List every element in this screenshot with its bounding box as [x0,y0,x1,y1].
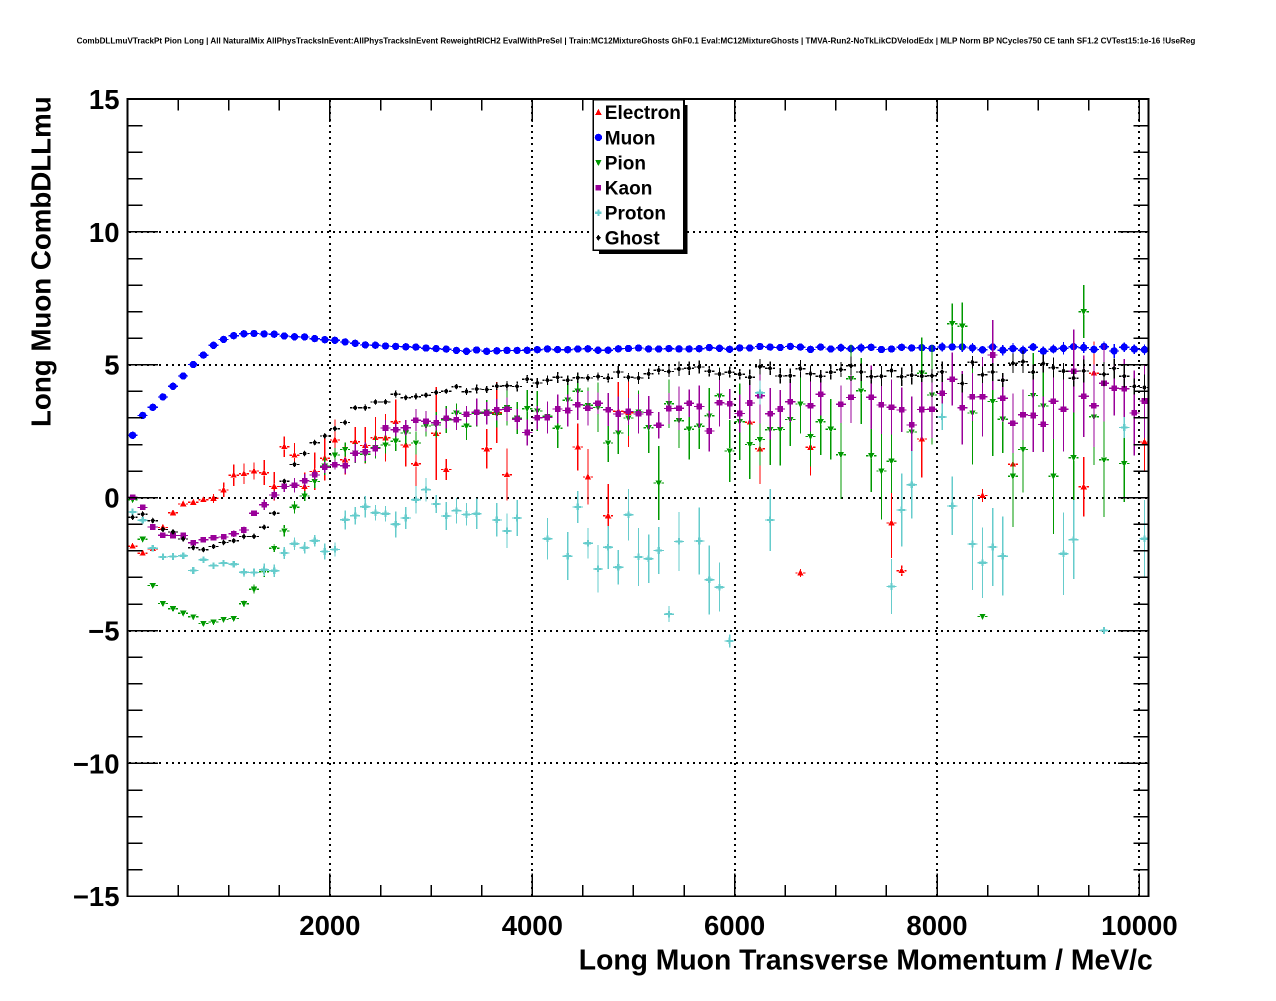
svg-text:6000: 6000 [704,910,765,941]
svg-text:Electron: Electron [605,103,681,124]
svg-text:10: 10 [89,217,120,248]
svg-text:10000: 10000 [1101,910,1177,941]
svg-text:Muon: Muon [605,128,656,149]
svg-text:15: 15 [89,84,120,115]
svg-text:Ghost: Ghost [605,229,661,250]
svg-text:−5: −5 [88,615,119,646]
svg-text:Pion: Pion [605,153,646,174]
svg-text:4000: 4000 [502,910,563,941]
svg-text:Kaon: Kaon [605,179,653,200]
svg-text:−10: −10 [73,748,120,779]
svg-text:Long Muon CombDLLmu: Long Muon CombDLLmu [26,96,57,427]
svg-text:−15: −15 [73,881,120,912]
svg-text:2000: 2000 [299,910,360,941]
svg-text:0: 0 [104,483,119,514]
svg-text:Long Muon Transverse Momentum: Long Muon Transverse Momentum / MeV/c [579,944,1153,976]
svg-text:Proton: Proton [605,204,666,225]
svg-text:5: 5 [104,350,119,381]
svg-text:CombDLLmuVTrackPt Pion Long |: CombDLLmuVTrackPt Pion Long | All Natura… [77,36,1196,45]
svg-text:8000: 8000 [906,910,967,941]
